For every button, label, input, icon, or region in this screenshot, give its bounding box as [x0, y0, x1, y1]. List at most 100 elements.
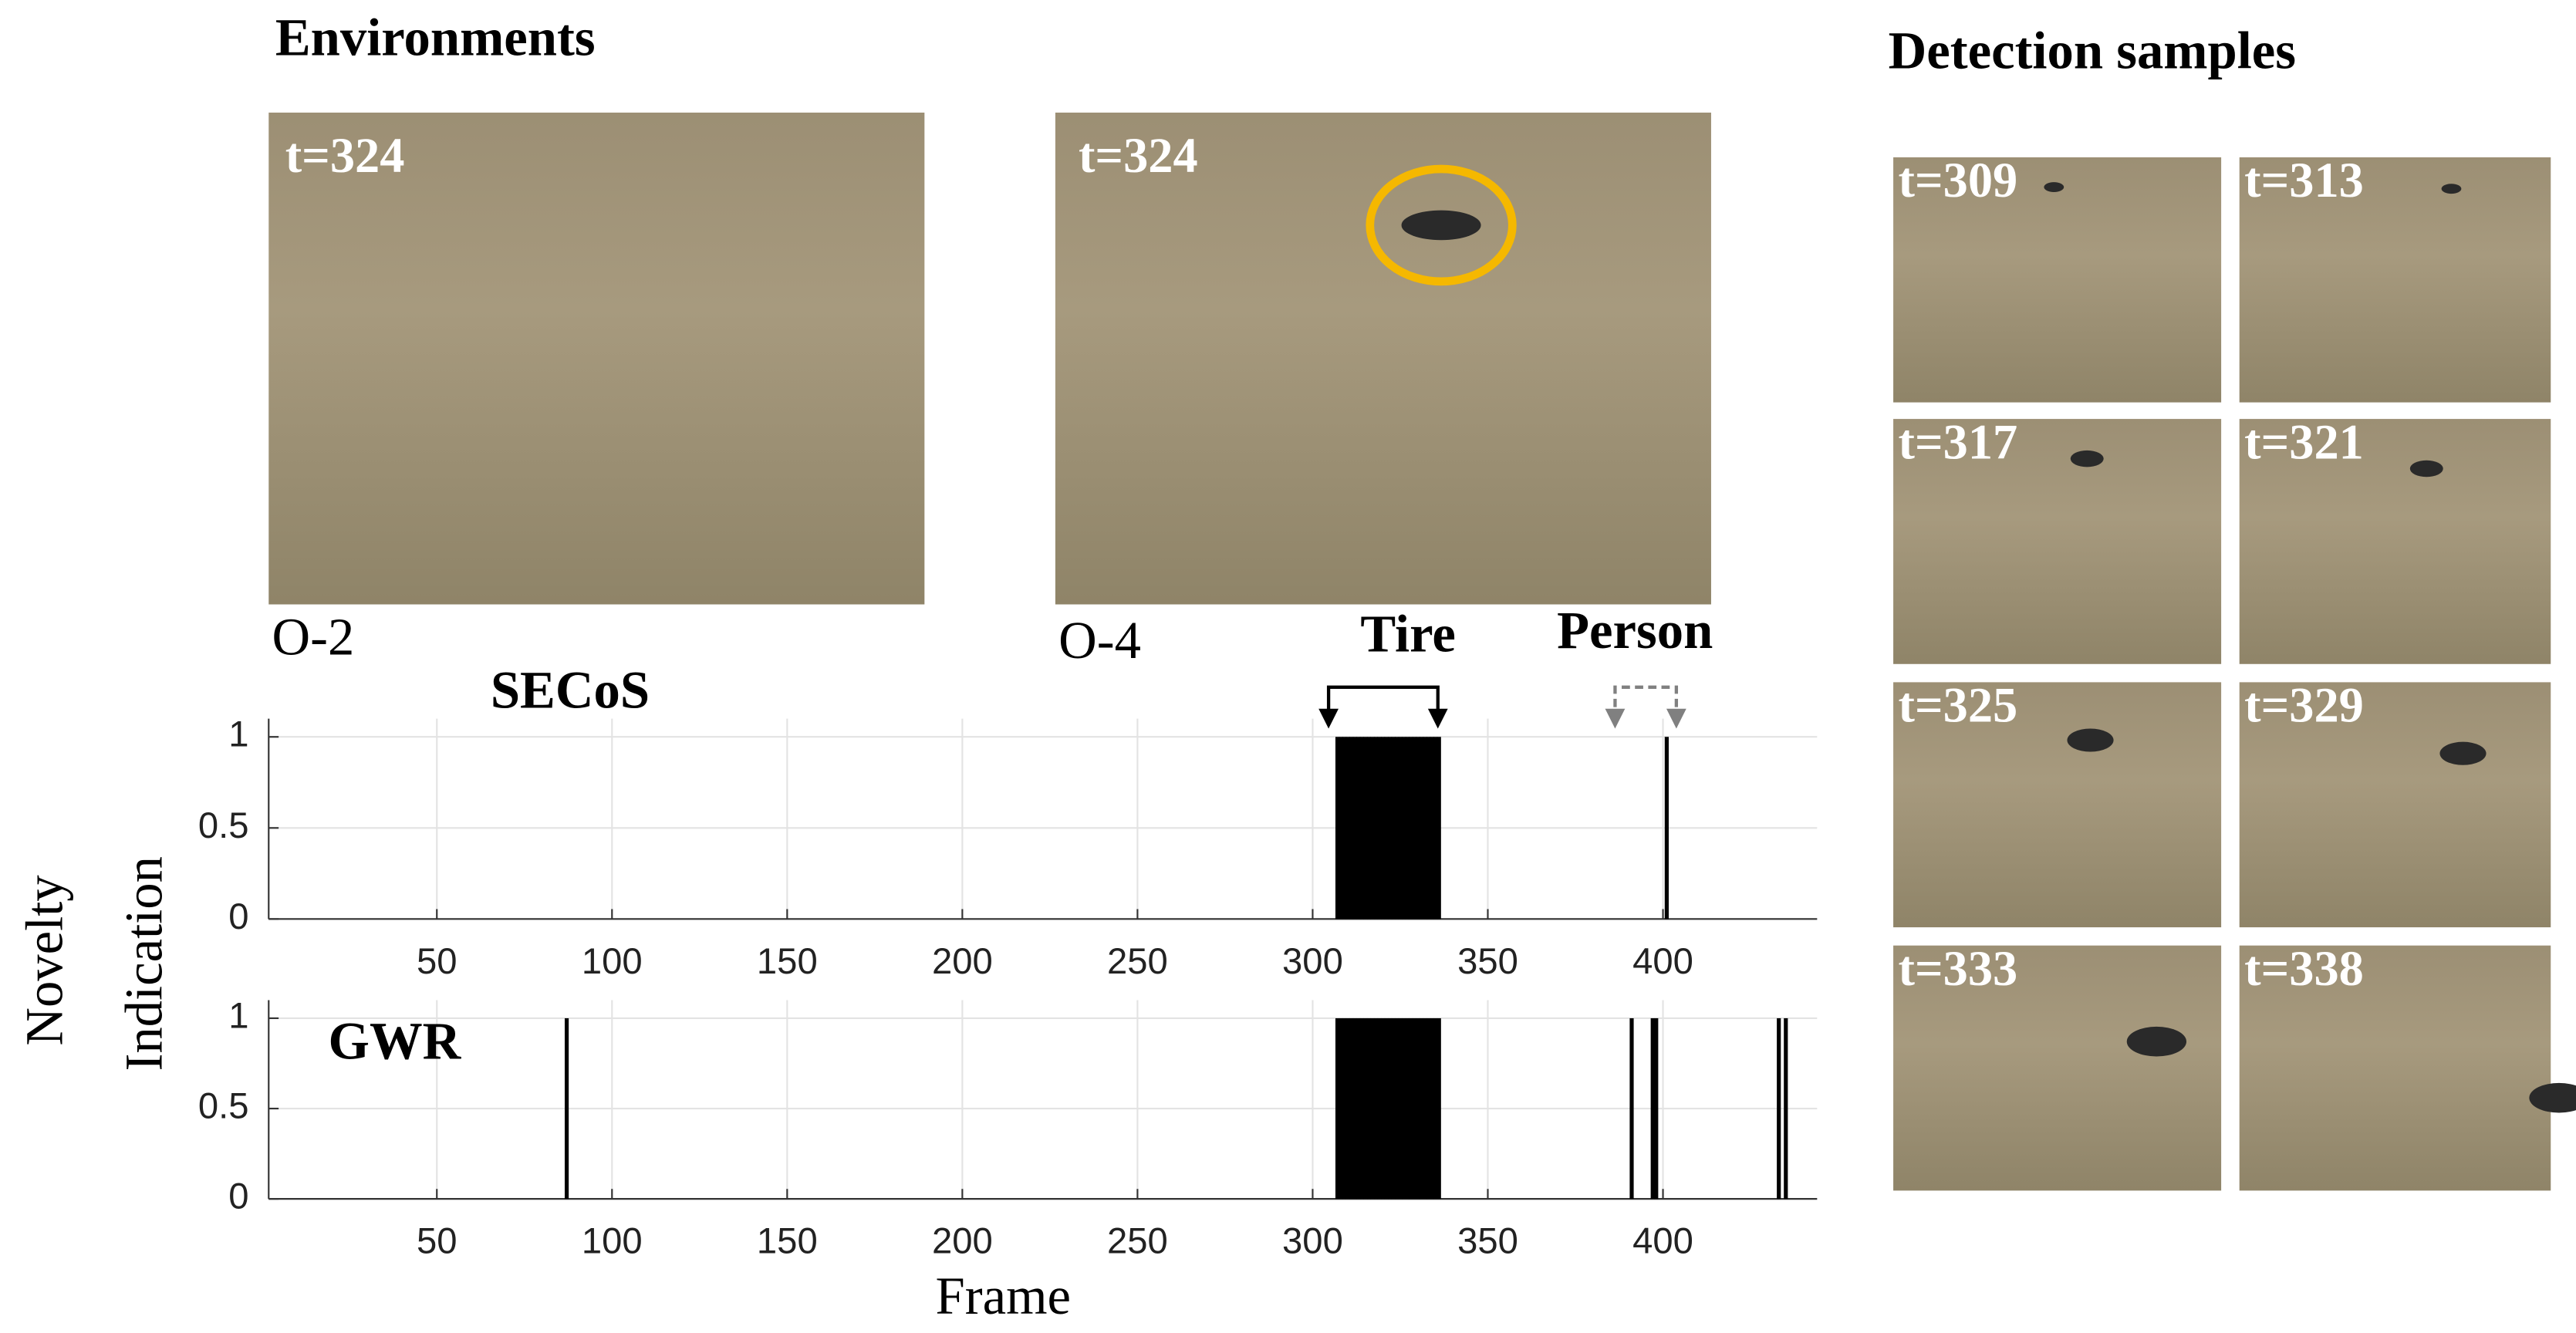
bar	[1339, 737, 1343, 920]
x-tick-label: 100	[582, 941, 643, 982]
bar	[1409, 1017, 1413, 1200]
bar	[1349, 737, 1354, 920]
sample-time: t=329	[2244, 678, 2364, 733]
section-title: Environments	[275, 8, 596, 67]
annotation: Tire	[1360, 604, 1455, 663]
tire	[2126, 1026, 2187, 1057]
bar	[1359, 1017, 1364, 1200]
bar	[1777, 1017, 1781, 1200]
tire	[2439, 741, 2487, 765]
x-tick-label: 50	[417, 1221, 457, 1262]
chart-title: GWR	[329, 1011, 462, 1070]
y-tick-label: 1	[228, 714, 248, 755]
tire	[2070, 450, 2104, 467]
x-tick-label: 350	[1457, 941, 1518, 982]
bar	[1352, 737, 1357, 920]
sample-photo	[1893, 945, 2222, 1191]
tire	[2044, 182, 2065, 193]
annotation: Person	[1557, 601, 1713, 660]
x-tick-label: 200	[932, 1221, 993, 1262]
bar	[1437, 1017, 1441, 1200]
x-tick-label: 300	[1282, 941, 1343, 982]
photo-time: t=324	[1079, 128, 1198, 183]
section-title: Detection samples	[1889, 22, 2296, 80]
x-tick-label: 300	[1282, 1221, 1343, 1262]
y-tick-label: 0	[228, 896, 248, 937]
bar	[1366, 1017, 1372, 1200]
tire	[2441, 184, 2462, 194]
photo-caption: O-2	[272, 608, 355, 666]
bar	[1664, 737, 1669, 920]
sample-photo	[2239, 682, 2551, 928]
bar	[1398, 1017, 1403, 1200]
photo-caption: O-4	[1058, 611, 1141, 670]
bar	[1380, 1017, 1386, 1200]
x-tick-label: 250	[1107, 1221, 1168, 1262]
bar	[1405, 1017, 1410, 1200]
bar	[1433, 737, 1438, 920]
bar	[1629, 1017, 1634, 1200]
x-tick-label: 100	[582, 1221, 643, 1262]
bar	[1784, 1017, 1788, 1200]
bar	[1377, 1017, 1382, 1200]
sample-time: t=321	[2244, 414, 2364, 469]
tire	[1401, 210, 1481, 241]
bar	[1391, 1017, 1396, 1200]
sample-time: t=338	[2244, 941, 2364, 996]
bar	[1356, 1017, 1361, 1200]
bar	[1423, 737, 1427, 920]
bar	[1384, 737, 1389, 920]
bar	[1366, 737, 1372, 920]
bar	[1342, 1017, 1347, 1200]
bar	[1412, 1017, 1417, 1200]
y-tick-label: 1	[228, 995, 248, 1036]
bar	[1654, 1017, 1659, 1200]
highlight-circle	[1366, 164, 1517, 286]
bar	[1335, 1017, 1340, 1200]
sample-photo	[2239, 419, 2551, 664]
tire	[2409, 460, 2443, 478]
bar	[1423, 1017, 1427, 1200]
bar	[1409, 737, 1413, 920]
sample-time: t=333	[1899, 941, 2018, 996]
bar	[1430, 1017, 1434, 1200]
annotation-bracket	[1326, 685, 1440, 724]
bar	[1650, 1017, 1655, 1200]
x-tick-label: 400	[1632, 1221, 1693, 1262]
bar	[1412, 737, 1417, 920]
x-tick-label: 200	[932, 941, 993, 982]
bar	[1402, 737, 1406, 920]
x-tick-label: 150	[757, 1221, 818, 1262]
photo	[1055, 112, 1711, 605]
bar	[1370, 737, 1375, 920]
x-tick-label: 400	[1632, 941, 1693, 982]
sample-time: t=313	[2244, 153, 2364, 208]
bar	[1419, 1017, 1424, 1200]
bar	[1363, 737, 1368, 920]
bar	[1430, 737, 1434, 920]
sample-photo	[1893, 419, 2222, 664]
x-tick-label: 250	[1107, 941, 1168, 982]
sample-grid: t=309 t=313 t=317 t=321 t=325 t=329 t=333 t=338	[1893, 153, 2576, 1191]
bar	[1370, 1017, 1375, 1200]
y-tick-label: 0.5	[198, 805, 249, 846]
arrow-head	[1605, 708, 1686, 729]
bar	[1416, 737, 1420, 920]
bar	[1342, 737, 1347, 920]
bar	[1395, 1017, 1399, 1200]
bar	[1395, 737, 1399, 920]
bar	[1380, 737, 1386, 920]
sample-time: t=309	[1899, 153, 2018, 208]
bar	[1377, 737, 1382, 920]
y-tick-label: 0	[228, 1176, 248, 1217]
bar	[1388, 1017, 1393, 1200]
bar	[1335, 737, 1340, 920]
bar	[1339, 1017, 1343, 1200]
bar	[1405, 737, 1410, 920]
bar	[1398, 737, 1403, 920]
sample-photo	[2239, 945, 2551, 1191]
bar	[1373, 737, 1379, 920]
bar	[1349, 1017, 1354, 1200]
bar	[1352, 1017, 1357, 1200]
